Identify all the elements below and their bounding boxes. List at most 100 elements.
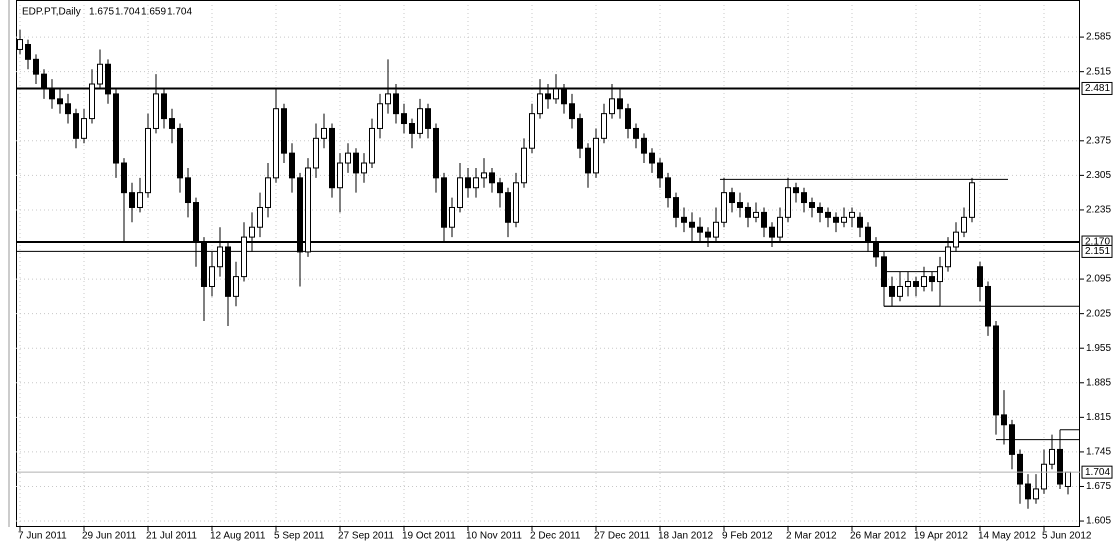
candle-body: [929, 276, 935, 283]
candle-body: [1065, 471, 1071, 487]
candle-body: [265, 177, 271, 208]
candle-body: [689, 221, 695, 228]
candle-body: [361, 162, 367, 174]
candle-body: [121, 162, 127, 194]
candle-body: [585, 147, 591, 174]
x-tick-label: 29 Jun 2011: [82, 531, 137, 542]
plot-frame: [16, 0, 1080, 527]
candle-body: [705, 231, 711, 238]
candle-body: [1001, 414, 1007, 426]
candle-body: [905, 281, 911, 287]
candle-body: [617, 98, 623, 110]
level-label: 2.481: [1085, 83, 1110, 94]
candle-body: [657, 162, 663, 179]
candle-body: [185, 177, 191, 204]
y-tick-label: 1.605: [1086, 516, 1111, 527]
candle-body: [353, 152, 359, 174]
candle-body: [489, 172, 495, 184]
x-tick-label: 26 Mar 2012: [850, 531, 907, 542]
candle-body: [465, 177, 471, 189]
candle-body: [569, 103, 575, 120]
candle-body: [513, 182, 519, 223]
candle-body: [217, 246, 223, 268]
candle-body: [161, 93, 167, 120]
candle-body: [521, 147, 527, 184]
y-tick-label: 1.675: [1086, 481, 1111, 492]
candle-body: [697, 226, 703, 233]
candle-body: [673, 197, 679, 218]
candle-body: [753, 211, 759, 218]
candle-body: [25, 44, 31, 60]
candle-body: [113, 93, 119, 164]
candle-body: [81, 118, 87, 139]
candle-body: [681, 216, 687, 223]
x-tick-label: 12 Aug 2011: [210, 531, 266, 542]
candle-body: [393, 93, 399, 115]
header-open: 1.675: [89, 7, 114, 18]
candle-body: [497, 182, 503, 194]
x-tick-label: 27 Dec 2011: [594, 531, 650, 542]
y-tick-label: 1.745: [1086, 447, 1111, 458]
x-tick-label: 18 Jan 2012: [658, 531, 713, 542]
x-tick-label: 5 Jun 2012: [1042, 531, 1092, 542]
y-tick-label: 2.305: [1086, 170, 1111, 181]
candle-body: [297, 177, 303, 253]
candle-body: [177, 127, 183, 179]
candle-body: [1057, 448, 1063, 485]
level-label: 2.151: [1085, 246, 1110, 257]
candle-body: [105, 63, 111, 95]
candle-body: [561, 88, 567, 105]
candle-body: [785, 187, 791, 218]
candle-body: [969, 182, 975, 218]
level-label: 2.170: [1085, 237, 1110, 248]
candle-body: [145, 127, 151, 194]
candle-body: [857, 216, 863, 228]
candle-body: [1033, 488, 1039, 500]
candle-body: [937, 266, 943, 283]
candle-body: [433, 127, 439, 179]
header-high: 1.704: [115, 7, 140, 18]
candle-body: [233, 276, 239, 297]
candle-body: [825, 211, 831, 218]
candle-body: [33, 58, 39, 75]
candle-body: [961, 216, 967, 233]
x-tick-label: 19 Oct 2011: [402, 531, 456, 542]
candle-body: [625, 108, 631, 129]
candle-body: [977, 266, 983, 287]
x-tick-label: 27 Sep 2011: [338, 531, 394, 542]
candle-body: [577, 118, 583, 149]
candle-body: [1049, 448, 1055, 465]
level-label-box: [1081, 81, 1113, 95]
candle-body: [865, 226, 871, 243]
candle-body: [529, 113, 535, 149]
y-tick-label: 1.815: [1086, 412, 1111, 423]
candle-body: [721, 192, 727, 223]
candle-body: [921, 276, 927, 287]
x-tick-label: 21 Jul 2011: [146, 531, 197, 542]
candle-body: [777, 216, 783, 238]
candle-body: [809, 202, 815, 208]
candle-body: [137, 192, 143, 208]
candle-body: [897, 285, 903, 297]
y-tick-label: 2.515: [1086, 66, 1111, 77]
candle-body: [993, 325, 999, 416]
candle-body: [849, 211, 855, 218]
y-tick-label: 2.025: [1086, 308, 1111, 319]
candle-body: [17, 39, 23, 50]
candle-body: [345, 152, 351, 164]
candle-body: [169, 118, 175, 129]
candle-body: [41, 73, 47, 90]
x-tick-label: 7 Jun 2011: [18, 531, 67, 542]
candle-body: [281, 108, 287, 154]
candle-body: [457, 177, 463, 208]
candle-body: [889, 285, 895, 297]
candle-body: [881, 256, 887, 287]
candle-body: [401, 113, 407, 125]
x-tick-label: 19 Apr 2012: [914, 531, 968, 542]
y-tick-label: 1.955: [1086, 343, 1111, 354]
candle-body: [945, 246, 951, 268]
candle-body: [745, 206, 751, 218]
candle-body: [793, 187, 799, 194]
candle-body: [481, 172, 487, 179]
candle-body: [337, 162, 343, 189]
